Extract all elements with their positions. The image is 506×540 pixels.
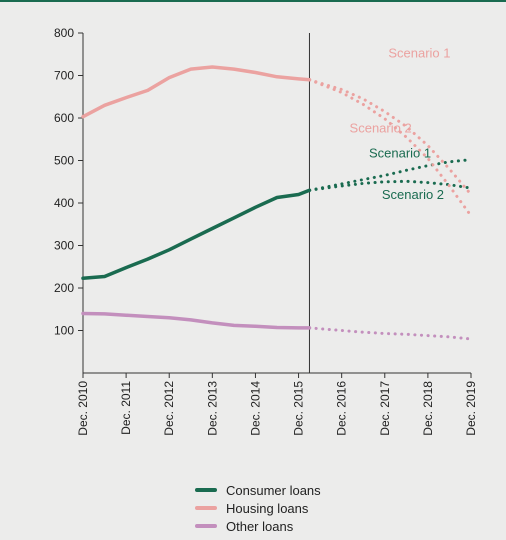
y-axis: 100 200 300 400 500 600 700 800 xyxy=(54,26,84,373)
legend-swatch xyxy=(195,524,217,528)
x-tick-label: Dec. 2014 xyxy=(248,381,262,436)
legend-swatch xyxy=(195,506,217,510)
x-tick-label: Dec. 2016 xyxy=(335,381,349,436)
y-tick-label: 100 xyxy=(54,324,74,338)
y-tick-label: 500 xyxy=(54,154,74,168)
x-tick-label: Dec. 2015 xyxy=(292,381,306,436)
y-tick-label: 800 xyxy=(54,26,74,40)
legend-item: Other loans xyxy=(195,517,321,535)
legend-label: Consumer loans xyxy=(226,482,321,498)
x-tick-label: Dec. 2017 xyxy=(378,381,392,436)
x-tick-label: Dec. 2012 xyxy=(162,381,176,436)
y-tick-label: 700 xyxy=(54,69,74,83)
scenario-annotation: Scenario 1 xyxy=(388,46,450,61)
series-line-1 xyxy=(81,65,312,119)
series-line-7 xyxy=(308,326,473,341)
series-line-0 xyxy=(81,188,312,280)
x-tick-label: Dec. 2018 xyxy=(421,381,435,436)
y-tick-label: 400 xyxy=(54,196,74,210)
series-line-6 xyxy=(308,78,473,218)
series-line-2 xyxy=(81,311,312,330)
scenario-annotation: Scenario 1 xyxy=(369,146,431,161)
x-tick-label: Dec. 2019 xyxy=(464,381,478,436)
x-tick-label: Dec. 2010 xyxy=(76,381,90,436)
series-line-4 xyxy=(308,179,473,192)
series-line-5 xyxy=(308,78,473,196)
legend-item: Housing loans xyxy=(195,499,321,517)
y-tick-label: 600 xyxy=(54,111,74,125)
scenario-annotation: Scenario 2 xyxy=(350,120,412,135)
series-group xyxy=(81,65,473,341)
series-line-3 xyxy=(308,158,473,192)
legend-swatch xyxy=(195,488,217,492)
y-tick-label: 200 xyxy=(54,281,74,295)
annotations: Scenario 1 Scenario 2 Scenario 1 Scenario 2 xyxy=(350,46,451,202)
x-tick-label: Dec. 2013 xyxy=(205,381,219,436)
x-tick-label: Dec. 2011 xyxy=(119,381,133,435)
y-tick-label: 300 xyxy=(54,239,74,253)
legend-item: Consumer loans xyxy=(195,481,321,499)
scenario-annotation: Scenario 2 xyxy=(382,187,444,202)
x-axis: Dec. 2010 Dec. 2011 Dec. 2012 Dec. 2013 Dec.… xyxy=(76,372,478,436)
legend: Consumer loans Housing loans Other loans xyxy=(195,481,321,535)
legend-label: Other loans xyxy=(226,518,294,534)
legend-label: Housing loans xyxy=(226,500,309,516)
